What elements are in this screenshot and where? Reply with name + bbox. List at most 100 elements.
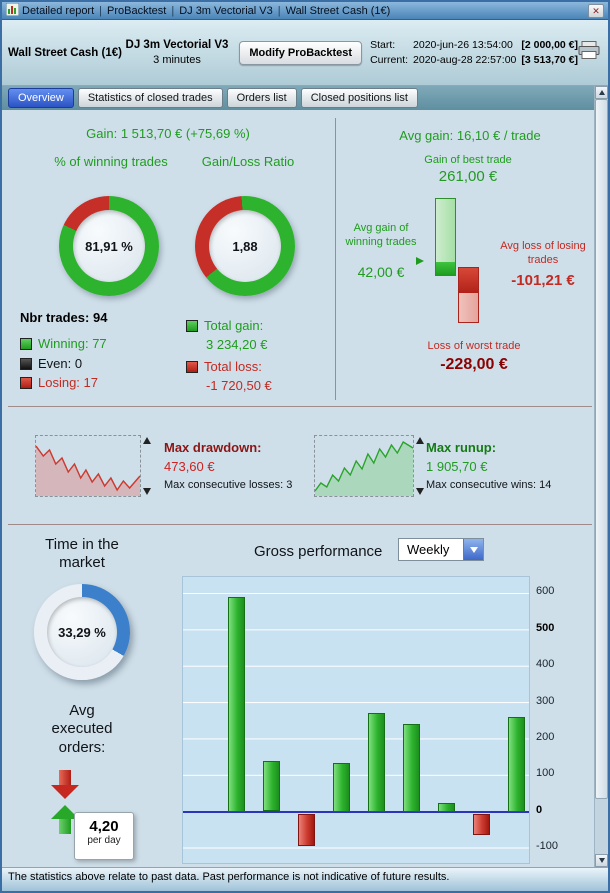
red-square-icon [186, 360, 198, 373]
time-in-market-donut: 33,29 % [34, 584, 130, 680]
strategy-info: DJ 3m Vectorial V3 3 minutes [123, 38, 232, 67]
avg-loss-value: -101,21 € [511, 272, 575, 289]
strategy-name: DJ 3m Vectorial V3 [125, 38, 229, 51]
tab-bar: Overview Statistics of closed trades Ord… [2, 86, 608, 110]
chart-app-icon [5, 2, 20, 19]
legend-even-label: Even: 0 [38, 356, 83, 371]
scrollbar-thumb[interactable] [595, 99, 608, 799]
best-trade-bar [435, 198, 456, 276]
performance-bar [403, 724, 420, 812]
arrow-up-icon [51, 805, 79, 819]
titlebar-separator: | [99, 4, 103, 17]
winning-trades-title: % of winning trades [54, 154, 168, 169]
avg-orders-title: Avg executed orders: [51, 702, 113, 756]
current-label: Current: [370, 54, 409, 66]
start-label: Start: [370, 39, 396, 51]
performance-bar [228, 597, 245, 812]
avg-orders-unit: per day [87, 835, 121, 846]
worst-trade-value: -228,00 € [440, 356, 508, 373]
total-loss-row: Total loss: [186, 359, 262, 374]
horizontal-divider [8, 406, 592, 407]
tab-closed-positions-list[interactable]: Closed positions list [300, 88, 418, 108]
buy-sell-arrows-icon [50, 770, 80, 852]
performance-bar [368, 713, 385, 812]
performance-bar [298, 813, 315, 847]
avg-gain-title: Avg gain: 16,10 € / trade [399, 128, 541, 143]
total-gain-row: Total gain: [186, 318, 263, 333]
performance-bar [438, 802, 455, 812]
print-icon[interactable] [578, 41, 600, 64]
max-consecutive-wins: Max consecutive wins: 14 [426, 479, 552, 491]
gain-loss-ratio-title: Gain/Loss Ratio [201, 154, 295, 169]
total-gain-label: Total gain: [204, 318, 264, 333]
legend-winning: Winning: 77 [20, 336, 107, 351]
vertical-scrollbar[interactable] [594, 86, 608, 867]
green-square-icon [20, 337, 32, 350]
legend-losing-label: Losing: 17 [38, 375, 98, 390]
backtest-date-range: Start: 2020-jun-26 13:54:00 [2 000,00 €]… [370, 39, 578, 66]
y-axis-tick: 300 [536, 694, 555, 707]
overview-panel: Gain: 1 513,70 € (+75,69 %) % of winning… [2, 110, 598, 867]
titlebar-separator: | [277, 4, 281, 17]
best-worst-bar-chart [427, 194, 491, 344]
range-min-arrow-icon [143, 488, 151, 495]
gain-loss-donut-value: 1,88 [209, 210, 281, 282]
avg-loss-segment [459, 268, 478, 293]
black-square-icon [20, 357, 32, 370]
legend-even: Even: 0 [20, 356, 82, 371]
legend-losing: Losing: 17 [20, 375, 98, 390]
avg-orders-box: 4,20 per day [74, 812, 134, 860]
worst-trade-bar [458, 267, 479, 323]
arrow-down-icon [51, 785, 79, 799]
performance-bar [473, 813, 490, 836]
arrow-up-icon [598, 90, 605, 95]
y-axis-tick: 200 [536, 730, 555, 743]
tab-statistics-of-closed-trades[interactable]: Statistics of closed trades [77, 88, 223, 108]
range-max-arrow-icon [416, 437, 424, 444]
y-axis-tick: 400 [536, 658, 555, 671]
avg-loss-label: Avg loss of losing trades [500, 240, 586, 266]
best-trade-value: 261,00 € [438, 168, 498, 185]
avg-win-segment [436, 262, 455, 275]
buy-arrow-shaft [59, 819, 71, 834]
period-dropdown-value: Weekly [407, 542, 450, 557]
max-consecutive-losses: Max consecutive losses: 3 [164, 479, 293, 491]
legend-winning-label: Winning: 77 [38, 336, 107, 351]
start-datetime: 2020-jun-26 13:54:00 [413, 39, 513, 51]
dropdown-button[interactable] [463, 539, 483, 560]
titlebar-report-name: Detailed report [22, 4, 95, 17]
gross-performance-title: Gross performance [254, 543, 383, 560]
runup-sparkline [314, 435, 414, 497]
close-button[interactable]: ✕ [588, 3, 604, 18]
scroll-down-button[interactable] [595, 854, 608, 867]
time-in-market-value: 33,29 % [47, 597, 117, 667]
scroll-up-button[interactable] [595, 86, 608, 99]
current-datetime: 2020-aug-28 22:57:00 [413, 54, 517, 66]
best-trade-label: Gain of best trade [424, 154, 512, 166]
strategy-timeframe: 3 minutes [153, 53, 201, 66]
y-axis-tick: 0 [536, 803, 543, 816]
gain-loss-donut-chart: 1,88 [195, 196, 295, 296]
titlebar-probacktest: ProBacktest [107, 4, 167, 17]
total-loss-label: Total loss: [204, 359, 262, 374]
y-axis-tick: -100 [536, 839, 559, 852]
nbr-trades: Nbr trades: 94 [20, 310, 108, 325]
gain-summary: Gain: 1 513,70 € (+75,69 %) [86, 126, 250, 141]
performance-bar [263, 760, 280, 812]
performance-plot [182, 576, 530, 864]
winning-donut-chart: 81,91 % [59, 196, 159, 296]
avg-orders-value: 4,20 [89, 818, 119, 835]
period-dropdown[interactable]: Weekly [398, 538, 484, 561]
vertical-divider [335, 118, 336, 400]
tab-overview[interactable]: Overview [8, 88, 74, 108]
max-drawdown-label: Max drawdown: [164, 440, 262, 455]
modify-probacktest-button[interactable]: Modify ProBacktest [239, 40, 363, 65]
performance-yticks: 600 500 400 300 200 100 0 -100 [532, 576, 578, 864]
drawdown-sparkline [35, 435, 141, 497]
titlebar[interactable]: Detailed report | ProBacktest | DJ 3m Ve… [2, 2, 608, 20]
sell-arrow-shaft [59, 770, 71, 785]
avg-win-label: Avg gain of winning trades [345, 222, 417, 248]
y-axis-tick: 600 [536, 585, 555, 598]
tab-orders-list[interactable]: Orders list [226, 88, 297, 108]
green-square-icon [186, 319, 198, 332]
